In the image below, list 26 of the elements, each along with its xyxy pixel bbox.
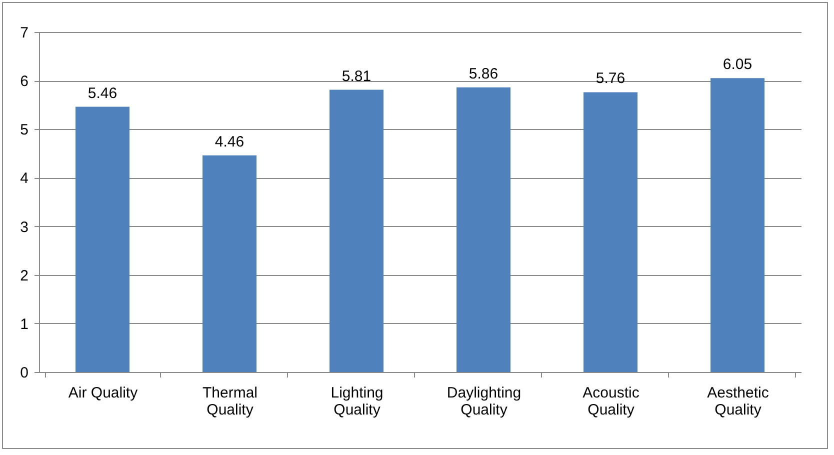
- x-tick-label: Thermal Quality: [202, 384, 258, 418]
- y-tick-label: 4: [20, 170, 28, 188]
- bar: [710, 78, 764, 372]
- y-tick-label: 7: [20, 24, 28, 42]
- x-tick-label: Air Quality: [68, 384, 138, 402]
- data-label: 5.46: [88, 84, 118, 102]
- bar: [330, 90, 384, 372]
- data-label: 5.81: [342, 68, 372, 85]
- data-label: 5.86: [468, 65, 498, 82]
- bar: [76, 106, 130, 372]
- data-label: 4.46: [214, 133, 244, 150]
- data-label: 6.05: [722, 56, 752, 74]
- x-tick-label: Acoustic Quality: [582, 384, 640, 418]
- y-tick-label: 0: [20, 364, 28, 382]
- x-tick-label: Lighting Quality: [330, 384, 384, 418]
- y-tick-label: 2: [20, 267, 28, 284]
- data-label: 5.76: [596, 70, 626, 88]
- y-tick-label: 5: [20, 122, 28, 139]
- y-tick-label: 1: [20, 316, 28, 333]
- bar: [202, 155, 256, 372]
- x-tick-label: Aesthetic Quality: [707, 384, 770, 418]
- bar: [584, 92, 638, 372]
- y-tick-label: 3: [20, 218, 28, 236]
- bar: [456, 87, 510, 372]
- x-tick-label: Daylighting Quality: [446, 384, 522, 418]
- y-tick-label: 6: [20, 73, 28, 90]
